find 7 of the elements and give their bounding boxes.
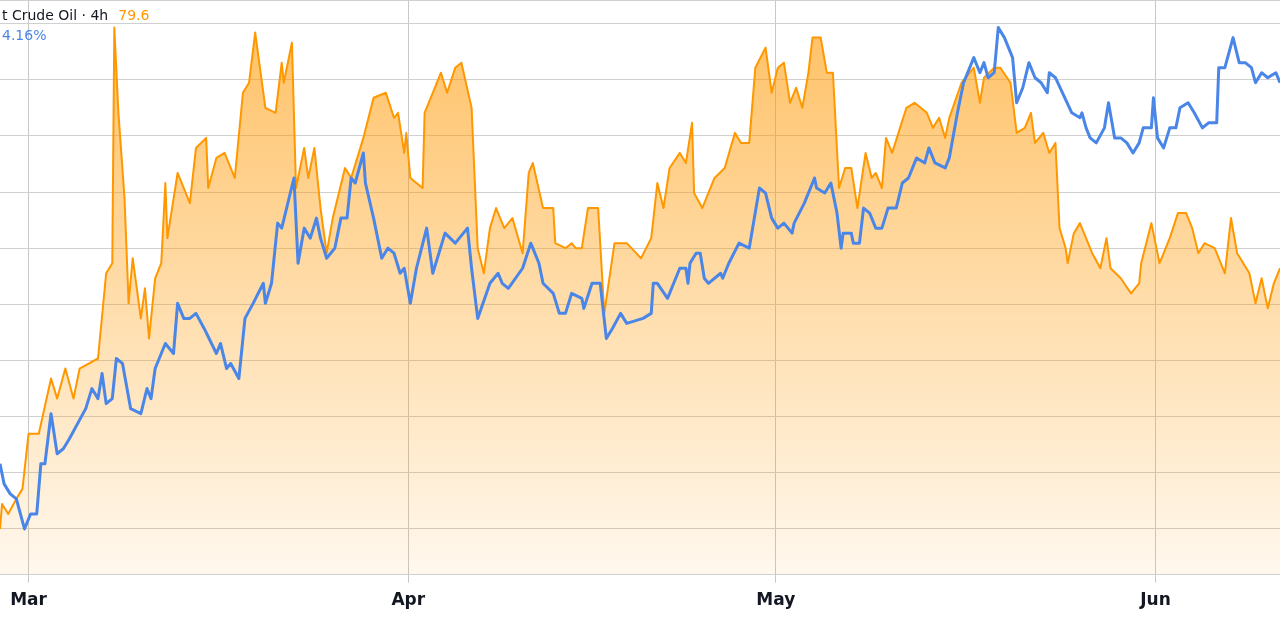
chart-title: t Crude Oil · 4h <box>2 7 109 23</box>
x-tick-label: Jun <box>1139 589 1171 610</box>
text: 79.6 <box>118 7 150 23</box>
x-tick-label: Apr <box>391 589 426 610</box>
x-tick-label: Mar <box>10 589 48 610</box>
x-tick-label: May <box>756 589 796 610</box>
annotation: 4.16% <box>2 27 47 43</box>
